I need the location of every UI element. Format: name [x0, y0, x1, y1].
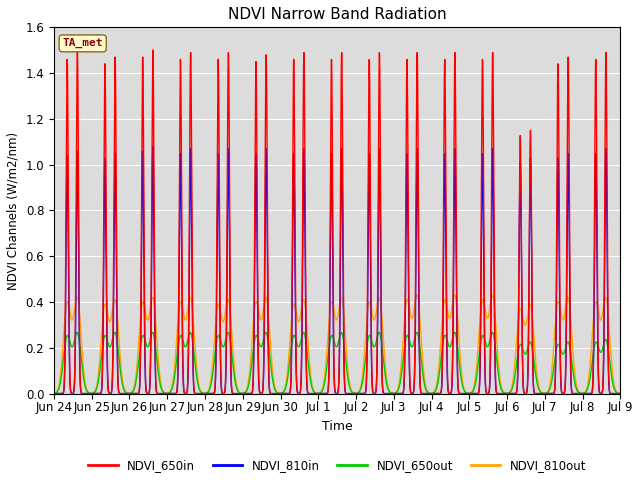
Line: NDVI_810in: NDVI_810in: [54, 146, 640, 394]
Legend: NDVI_650in, NDVI_810in, NDVI_650out, NDVI_810out: NDVI_650in, NDVI_810in, NDVI_650out, NDV…: [83, 455, 591, 477]
NDVI_810in: [81, 391, 88, 396]
NDVI_650out: [50, 391, 58, 396]
NDVI_650in: [50, 391, 58, 396]
NDVI_810in: [269, 391, 276, 396]
NDVI_650in: [81, 391, 88, 396]
Text: TA_met: TA_met: [63, 38, 103, 48]
Y-axis label: NDVI Channels (W/m2/nm): NDVI Channels (W/m2/nm): [7, 132, 20, 289]
NDVI_650in: [498, 391, 506, 396]
NDVI_650out: [73, 330, 81, 336]
NDVI_650out: [434, 380, 442, 386]
NDVI_650out: [81, 380, 88, 386]
NDVI_810out: [488, 292, 496, 298]
NDVI_650out: [269, 378, 276, 384]
NDVI_810out: [434, 374, 442, 380]
NDVI_810out: [531, 336, 538, 342]
NDVI_650out: [498, 388, 506, 394]
X-axis label: Time: Time: [322, 420, 353, 433]
NDVI_650out: [408, 344, 415, 349]
NDVI_810in: [498, 391, 506, 396]
NDVI_810in: [50, 391, 58, 396]
Title: NDVI Narrow Band Radiation: NDVI Narrow Band Radiation: [228, 7, 447, 22]
NDVI_810out: [81, 373, 88, 379]
Line: NDVI_650in: NDVI_650in: [54, 50, 640, 394]
Line: NDVI_650out: NDVI_650out: [54, 333, 640, 394]
NDVI_650in: [531, 389, 538, 395]
NDVI_810out: [50, 391, 58, 396]
NDVI_810in: [531, 390, 538, 396]
NDVI_810out: [269, 370, 276, 375]
NDVI_650in: [408, 391, 415, 396]
Line: NDVI_810out: NDVI_810out: [54, 295, 640, 394]
NDVI_810in: [434, 391, 442, 396]
NDVI_650in: [149, 48, 157, 53]
NDVI_810in: [408, 391, 415, 396]
NDVI_810out: [498, 386, 506, 392]
NDVI_650in: [269, 391, 276, 396]
NDVI_650in: [434, 391, 442, 396]
NDVI_810in: [149, 144, 157, 149]
NDVI_810out: [408, 315, 415, 321]
NDVI_650out: [531, 360, 538, 365]
